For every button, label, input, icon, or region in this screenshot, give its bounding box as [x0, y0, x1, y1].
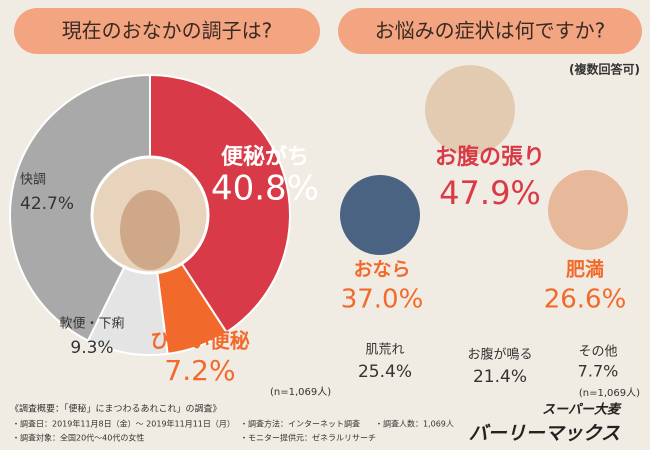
value-label: 9.3%: [70, 338, 113, 358]
symptom-name: 肌荒れ: [365, 343, 404, 358]
symptom-value: 21.4%: [473, 367, 527, 387]
footer: ・調査日：2019年11月8日（金）～ 2019年11月11日（月） ・調査方法：…: [12, 419, 454, 443]
subtitle: (複数回答可): [569, 62, 640, 77]
footer-line: ・モニター提供元：ゼネラルリサーチ: [240, 433, 376, 443]
value-label: 40.8%: [211, 169, 319, 209]
brand-top: スーパー大麦: [542, 402, 622, 418]
chart-title: 現在のおなかの調子は?: [62, 19, 273, 43]
symptom-name: その他: [578, 345, 617, 360]
photo: [340, 175, 420, 255]
symptom-name: 肥満: [566, 259, 604, 281]
symptom-value: 47.9%: [439, 174, 541, 212]
symptom-value: 26.6%: [544, 285, 627, 315]
section-title: お悩みの症状は何ですか?: [375, 19, 606, 43]
symptom-name: お腹の張り: [435, 144, 545, 170]
symptom-name: お腹が鳴る: [467, 347, 532, 363]
footer-heading: 《調査概要：「便秘」にまつわるあれこれ」の調査》: [10, 403, 222, 415]
footer-line: ・調査方法：インターネット調査: [240, 419, 360, 429]
footer-line: ・調査人数：1,069人: [375, 419, 454, 429]
symptom-name: おなら: [353, 259, 410, 281]
brand: バーリーマックス: [469, 423, 620, 445]
symptom-value: 7.7%: [578, 362, 619, 381]
slice-label: 便秘がち: [221, 144, 309, 170]
title-pill: [14, 8, 320, 54]
slice-label: ひどい便秘: [150, 329, 249, 353]
slice-label: 軟便・下痢: [59, 316, 124, 332]
title-pill: [338, 8, 642, 54]
photo: [425, 65, 515, 155]
photo-figure: [120, 190, 180, 270]
photo: [548, 170, 628, 250]
footer-line: ・調査対象：全国20代～40代の女性: [12, 433, 144, 443]
symptom-value: 37.0%: [341, 285, 424, 315]
note: (n=1,069人): [579, 387, 640, 399]
value-label: 7.2%: [164, 354, 235, 387]
footer-line: ・調査日：2019年11月8日（金）～ 2019年11月11日（月）: [12, 419, 235, 429]
symptom-value: 25.4%: [358, 362, 412, 382]
value-label: 42.7%: [20, 194, 74, 214]
note: (n=1,069人): [270, 386, 331, 398]
slice-label: 快調: [20, 173, 46, 188]
symptom-list: お腹の張り 47.9% おなら 37.0% 肥満 26.6% 肌荒れ 25.4% お腹が鳴る 21…: [341, 144, 627, 387]
